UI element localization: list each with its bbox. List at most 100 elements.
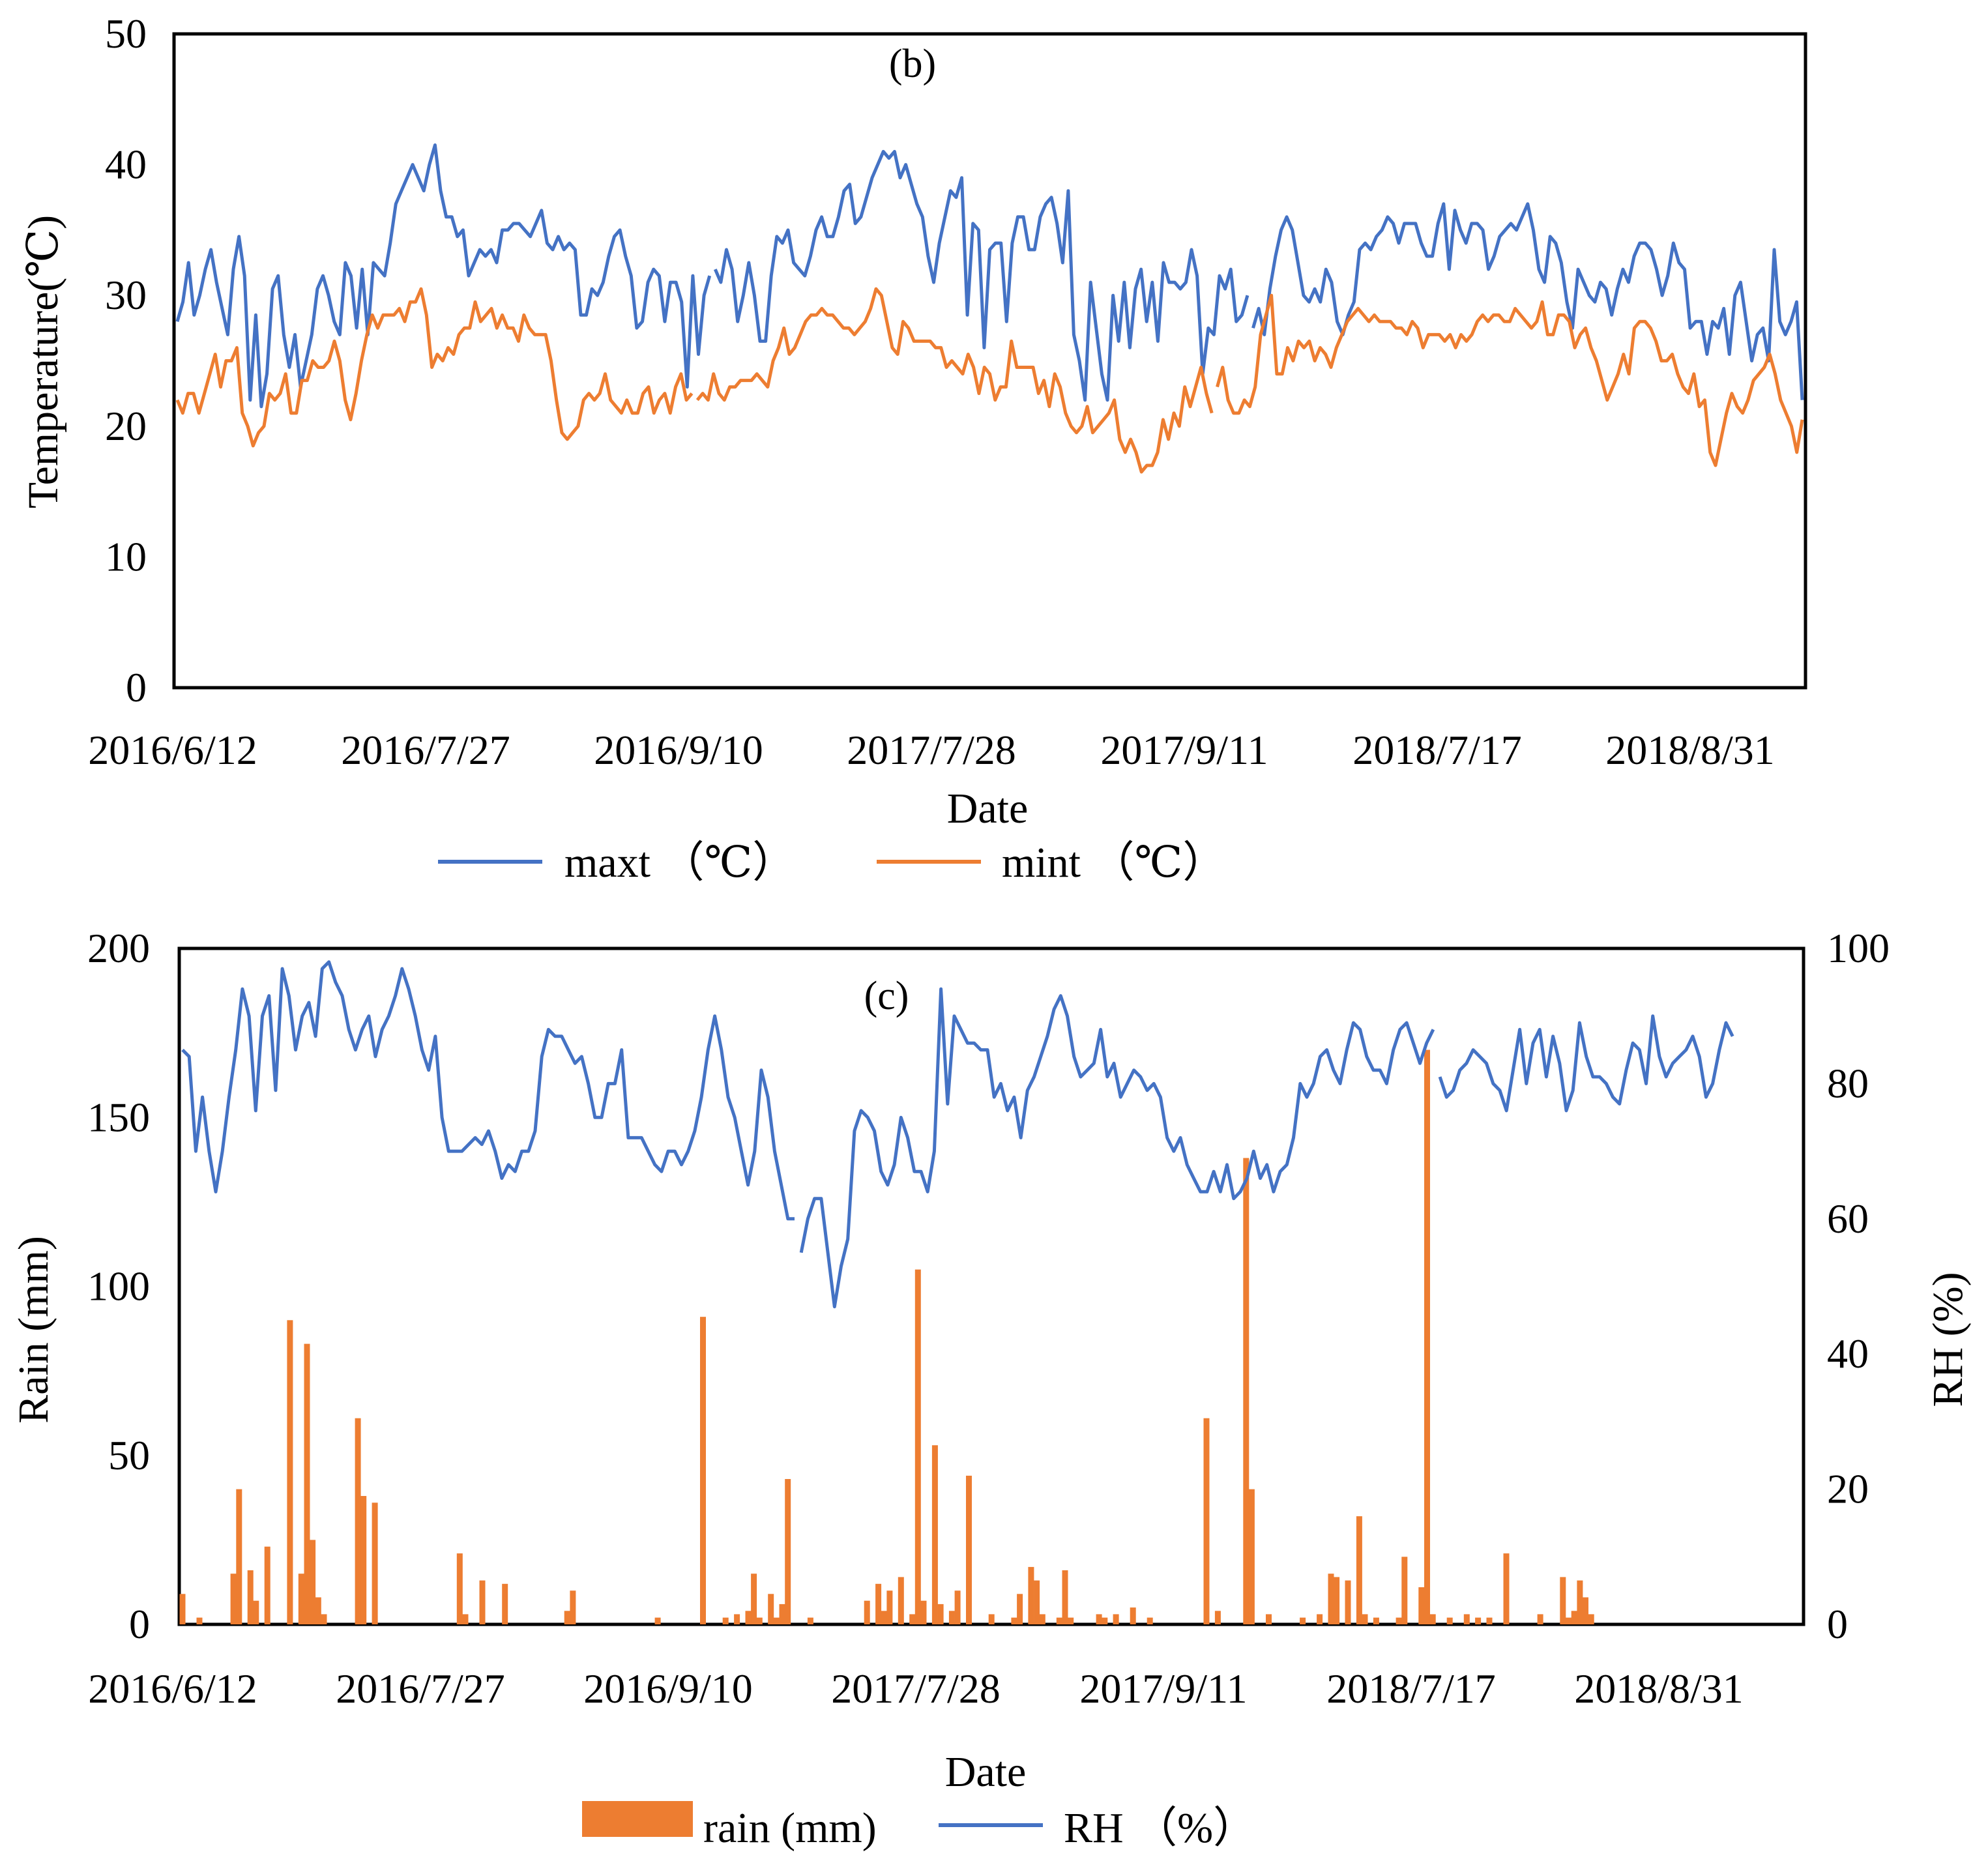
- rain-bar: [570, 1590, 576, 1624]
- rain-rh-xtick-label: 2017/7/28: [831, 1665, 1001, 1712]
- rh-ytick-label: 0: [1827, 1601, 1848, 1647]
- rain-bar: [456, 1553, 463, 1624]
- rain-bar: [1566, 1617, 1571, 1624]
- rain-bar: [179, 1594, 186, 1624]
- rain-bar: [931, 1445, 938, 1624]
- rain-bar: [1034, 1580, 1040, 1624]
- rain-bar: [230, 1574, 237, 1624]
- rain-bar: [1039, 1614, 1045, 1624]
- rain-bar: [462, 1614, 469, 1624]
- rain-bar: [756, 1617, 763, 1624]
- rain-rh-chart: 0 50 100 150 200 0 20 40 60 80 100 2016/6/12 2016/…: [10, 925, 1972, 1852]
- rain-rh-xtick-label: 2016/9/10: [583, 1665, 753, 1712]
- rain-bar: [785, 1479, 791, 1624]
- legend-swatch-rain: [582, 1801, 693, 1837]
- mint-line-segment-1: [175, 287, 694, 448]
- rain-bar: [948, 1611, 955, 1624]
- rain-bar: [909, 1614, 916, 1624]
- rain-ytick-label: 100: [87, 1263, 150, 1310]
- rain-bar: [1537, 1614, 1543, 1624]
- rain-bar: [1214, 1611, 1221, 1624]
- rain-ytick-label: 200: [87, 925, 150, 971]
- rain-bar: [360, 1496, 367, 1624]
- rh-ytick-label: 20: [1827, 1466, 1869, 1512]
- rain-bar: [1429, 1614, 1436, 1624]
- rain-bar: [1334, 1577, 1340, 1624]
- rain-bar: [751, 1574, 757, 1624]
- legend-label-mint: mint （℃）: [1002, 839, 1225, 887]
- panel-c-label: (c): [864, 974, 909, 1018]
- rain-bar: [1113, 1614, 1119, 1624]
- rain-bar: [247, 1570, 254, 1624]
- rain-bar: [1028, 1566, 1034, 1624]
- temperature-ytick-label: 40: [105, 141, 147, 188]
- legend-label-rh: RH （%）: [1064, 1804, 1256, 1852]
- mint-line-segment-2: [695, 287, 1214, 474]
- rain-rh-xtick-label: 2017/9/11: [1079, 1665, 1247, 1712]
- rain-bar: [1147, 1617, 1153, 1624]
- rain-bar: [700, 1317, 706, 1624]
- temperature-x-axis-title: Date: [947, 785, 1029, 832]
- rain-bar: [1475, 1617, 1482, 1624]
- temperature-ytick-label: 20: [105, 403, 147, 449]
- rain-bar: [954, 1590, 961, 1624]
- rain-bar: [988, 1614, 995, 1624]
- temperature-xtick-label: 2017/9/11: [1100, 727, 1268, 773]
- rain-bar: [745, 1611, 752, 1624]
- maxt-line-segment-2: [714, 150, 1250, 402]
- temperature-plot-area: [172, 32, 1807, 690]
- rain-bar: [1571, 1611, 1577, 1624]
- rain-bar: [253, 1600, 259, 1624]
- rh-y-axis-title: RH (%): [1924, 1272, 1972, 1407]
- rain-bar: [564, 1611, 570, 1624]
- temperature-chart: 0 10 20 30 40 50 2016/6/12 2016/7/27 2016/9/10 2…: [20, 10, 1807, 887]
- legend-label-rain: rain (mm): [703, 1804, 877, 1852]
- rh-ytick-label: 100: [1827, 925, 1890, 971]
- rain-bar: [1463, 1614, 1470, 1624]
- rain-bar: [881, 1611, 887, 1624]
- rain-bar: [1401, 1557, 1408, 1624]
- rain-bar: [886, 1590, 893, 1624]
- rain-bar: [734, 1614, 740, 1624]
- rain-bar: [1577, 1580, 1583, 1624]
- rain-bar: [1396, 1617, 1402, 1624]
- rain-bar: [864, 1600, 870, 1624]
- rain-bar: [196, 1617, 203, 1624]
- rh-line-segment-3: [1438, 1014, 1734, 1113]
- rain-bar: [1130, 1607, 1136, 1624]
- rain-bar: [937, 1604, 944, 1624]
- rain-bar: [1248, 1489, 1255, 1624]
- rh-ytick-label: 40: [1827, 1330, 1869, 1377]
- temperature-xtick-label: 2016/6/12: [88, 727, 257, 773]
- temperature-ytick-label: 50: [105, 10, 147, 57]
- rain-bar: [875, 1583, 882, 1624]
- temperature-xtick-label: 2017/7/28: [847, 727, 1016, 773]
- rain-rh-legend: rain (mm) RH （%）: [582, 1801, 1256, 1852]
- temperature-ytick-label: 0: [126, 664, 147, 711]
- rain-bar: [1011, 1617, 1017, 1624]
- rain-bar: [298, 1574, 304, 1624]
- rain-rh-xtick-label: 2016/7/27: [336, 1665, 505, 1712]
- rain-bar: [1017, 1594, 1023, 1624]
- rain-bar: [1300, 1617, 1306, 1624]
- rain-bar: [1203, 1418, 1210, 1624]
- rain-ytick-label: 0: [129, 1601, 150, 1647]
- temperature-legend: maxt （℃） mint （℃）: [438, 839, 1225, 887]
- rain-bar: [1356, 1516, 1362, 1624]
- maxt-line-segment-1: [175, 143, 712, 409]
- rain-bar: [236, 1489, 242, 1624]
- rain-bar: [1418, 1587, 1425, 1624]
- rain-bar: [1056, 1617, 1062, 1624]
- rain-bar: [1486, 1617, 1493, 1624]
- temperature-xtick-label: 2018/7/17: [1352, 727, 1522, 773]
- rain-bar: [1424, 1049, 1430, 1624]
- temperature-ytick-label: 10: [105, 533, 147, 579]
- rh-ytick-label: 80: [1827, 1060, 1869, 1106]
- rain-bar: [773, 1617, 780, 1624]
- rain-bar: [1373, 1617, 1379, 1624]
- rain-bar: [304, 1343, 310, 1624]
- rain-bar: [722, 1617, 729, 1624]
- rain-bar: [1317, 1614, 1323, 1624]
